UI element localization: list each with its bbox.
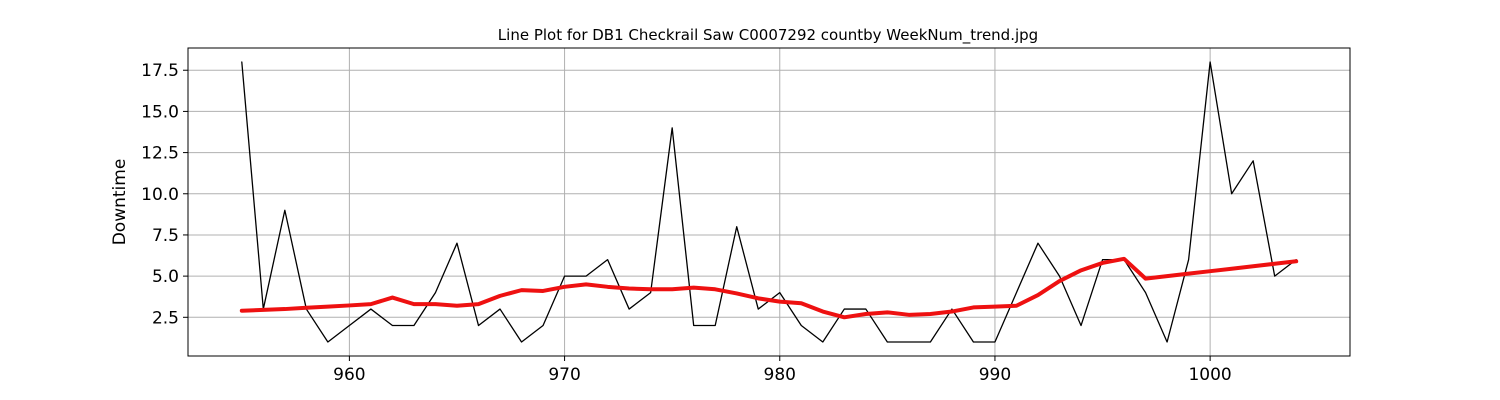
y-tick-label: 2.5	[152, 308, 179, 328]
tick-layer: 960 970 980 990 1000 2.5 5.0 7.5 10.0 12.5 15.0 17.…	[141, 61, 1232, 385]
y-tick-label: 10.0	[141, 185, 179, 205]
x-tick-label: 980	[764, 365, 796, 385]
plot-frame	[187, 47, 1351, 357]
x-tick-label: 960	[333, 365, 365, 385]
y-tick-label: 17.5	[141, 61, 179, 81]
y-tick-label: 15.0	[141, 102, 179, 122]
y-tick-label: 12.5	[141, 144, 179, 164]
y-tick-label: 5.0	[152, 267, 179, 287]
x-tick-label: 1000	[1188, 365, 1231, 385]
x-tick-label: 990	[979, 365, 1011, 385]
y-axis-title: Downtime	[110, 159, 130, 246]
chart-title: Line Plot for DB1 Checkrail Saw C0007292…	[498, 26, 1038, 45]
y-tick-label: 7.5	[152, 226, 179, 246]
x-tick-label: 970	[548, 365, 580, 385]
series-layer	[239, 61, 1299, 343]
trend-series-line	[239, 256, 1299, 320]
